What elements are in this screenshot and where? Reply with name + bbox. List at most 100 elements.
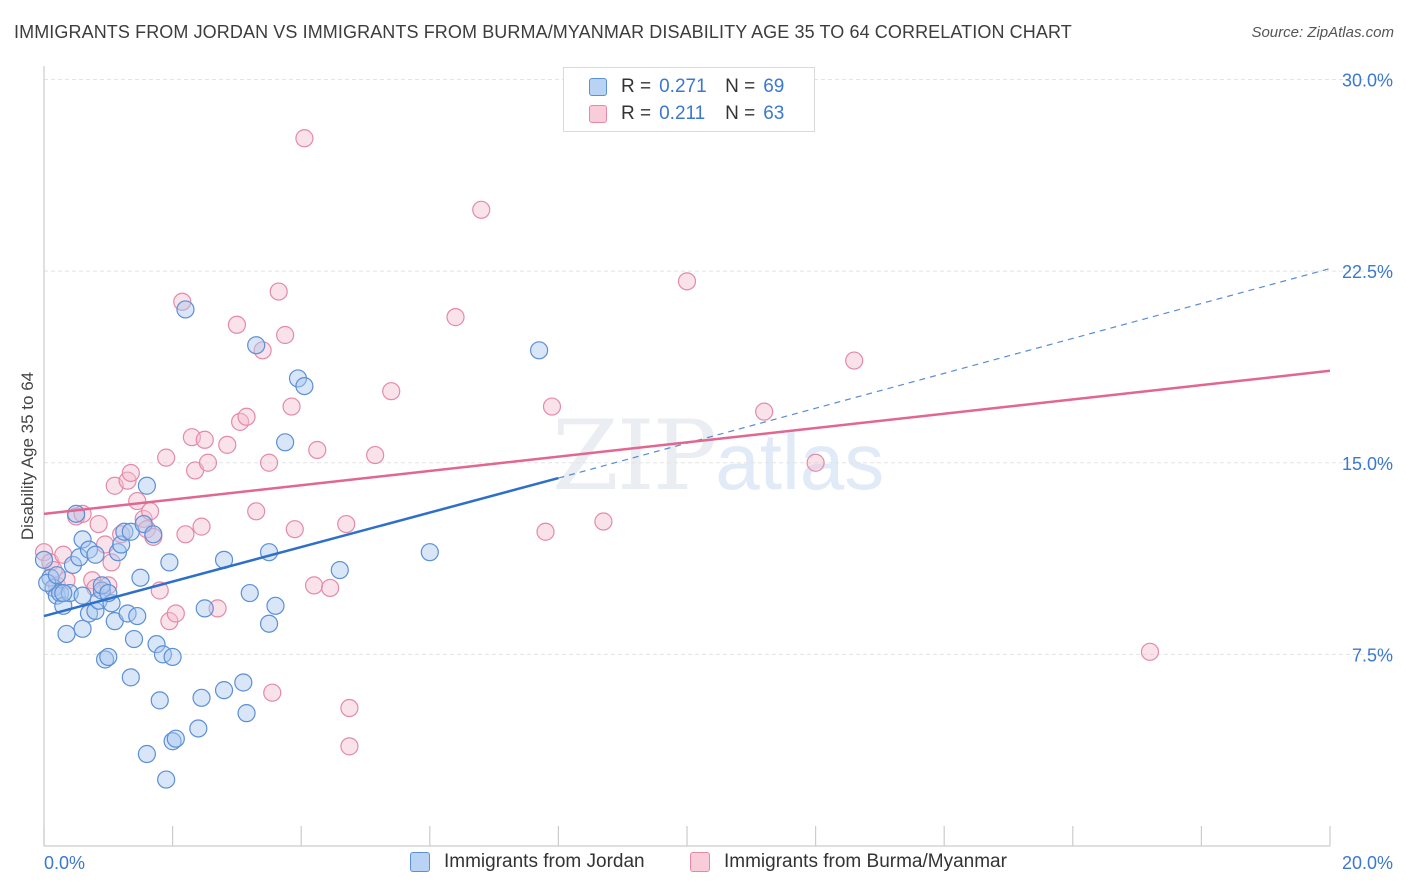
legend-n-value-burma: 63 bbox=[763, 103, 785, 124]
legend-row-jordan: R = 0.271 N = 69 bbox=[589, 75, 784, 99]
burma-point bbox=[157, 448, 176, 467]
burma-point bbox=[102, 553, 121, 572]
burma-point bbox=[166, 604, 185, 623]
burma-point bbox=[237, 407, 256, 426]
burma-point bbox=[259, 453, 279, 472]
burma-legend-swatch-icon bbox=[690, 852, 710, 872]
series-legend: Immigrants from Jordan Immigrants from B… bbox=[0, 851, 1406, 877]
burma-point bbox=[269, 282, 288, 301]
jordan-points-group bbox=[34, 300, 549, 789]
burma-point bbox=[263, 683, 282, 702]
jordan-point bbox=[34, 550, 54, 569]
legend-item-jordan[interactable]: Immigrants from Jordan bbox=[410, 851, 645, 873]
legend-burma-label: Immigrants from Burma/Myanmar bbox=[724, 851, 1007, 872]
burma-point bbox=[34, 543, 54, 562]
jordan-point bbox=[137, 476, 156, 495]
jordan-point bbox=[47, 566, 66, 585]
jordan-point bbox=[237, 704, 256, 723]
jordan-point bbox=[137, 744, 156, 764]
jordan-point bbox=[124, 629, 144, 649]
jordan-point bbox=[99, 647, 118, 667]
burma-point bbox=[247, 502, 266, 521]
jordan-point bbox=[121, 668, 140, 687]
burma-trend-line bbox=[43, 369, 1331, 516]
y-axis-title: Disability Age 35 to 64 bbox=[18, 372, 37, 540]
legend-r-label: R = bbox=[621, 103, 652, 124]
correlation-legend: R = 0.271 N = 69 R = 0.211 N = 63 bbox=[563, 67, 815, 132]
jordan-point bbox=[128, 606, 147, 626]
jordan-point bbox=[330, 560, 349, 580]
burma-point bbox=[321, 578, 340, 598]
legend-jordan-label: Immigrants from Jordan bbox=[444, 851, 645, 872]
jordan-trend-line bbox=[43, 476, 559, 618]
jordan-point bbox=[163, 732, 182, 751]
jordan-point bbox=[67, 504, 86, 523]
legend-row-burma: R = 0.211 N = 63 bbox=[589, 102, 784, 126]
jordan-point bbox=[247, 336, 266, 355]
axes bbox=[43, 66, 1331, 847]
jordan-point bbox=[147, 635, 166, 654]
burma-point bbox=[128, 491, 147, 511]
jordan-point bbox=[240, 583, 259, 603]
jordan-point bbox=[54, 583, 73, 603]
trend-lines bbox=[43, 267, 1331, 618]
burma-point bbox=[382, 382, 401, 401]
burma-swatch-icon bbox=[589, 105, 607, 123]
jordan-point bbox=[73, 530, 92, 549]
legend-r-label: R = bbox=[621, 76, 652, 97]
chart-title: IMMIGRANTS FROM JORDAN VS IMMIGRANTS FRO… bbox=[14, 22, 1072, 42]
burma-point bbox=[594, 512, 613, 531]
jordan-point bbox=[189, 719, 208, 738]
burma-point bbox=[308, 440, 327, 460]
burma-point bbox=[195, 430, 214, 449]
watermark-atlas: atlas bbox=[715, 417, 885, 506]
jordan-trend-extension bbox=[558, 267, 1331, 479]
burma-point bbox=[337, 514, 356, 534]
burma-point bbox=[282, 397, 301, 416]
jordan-swatch-icon bbox=[589, 78, 607, 96]
jordan-point bbox=[73, 586, 92, 605]
legend-r-value-burma: 0.211 bbox=[659, 103, 706, 124]
burma-point bbox=[285, 520, 304, 539]
burma-point bbox=[1140, 642, 1160, 661]
burma-point bbox=[121, 463, 140, 483]
jordan-point bbox=[57, 624, 76, 644]
zipatlas-watermark: ZIPatlas bbox=[552, 400, 884, 512]
burma-point bbox=[536, 522, 555, 541]
jordan-legend-swatch-icon bbox=[410, 852, 430, 872]
burma-point bbox=[218, 435, 237, 454]
jordan-point bbox=[192, 688, 211, 707]
burma-point bbox=[755, 402, 774, 421]
jordan-point bbox=[150, 691, 169, 710]
jordan-point bbox=[95, 650, 115, 669]
jordan-point bbox=[176, 300, 195, 319]
burma-point bbox=[446, 308, 465, 327]
burma-point bbox=[806, 453, 825, 472]
jordan-point bbox=[276, 433, 295, 452]
watermark-zip: ZIP bbox=[552, 400, 717, 512]
jordan-point bbox=[420, 543, 439, 562]
source-label: Source: ZipAtlas.com bbox=[1251, 24, 1394, 41]
legend-r-value-jordan: 0.271 bbox=[659, 76, 707, 97]
x-tick-label: 20.0% bbox=[1342, 853, 1393, 873]
legend-n-value-jordan: 69 bbox=[763, 76, 785, 97]
burma-point bbox=[366, 445, 385, 465]
burma-points-group bbox=[34, 129, 1160, 756]
legend-item-burma[interactable]: Immigrants from Burma/Myanmar bbox=[690, 851, 1007, 873]
y-tick-label: 15.0% bbox=[1342, 454, 1393, 474]
burma-point bbox=[542, 397, 562, 416]
axis-labels: 7.5% 15.0% 22.5% 30.0% 0.0% 20.0% Disability A… bbox=[18, 71, 1393, 874]
legend-n-label: N = bbox=[725, 103, 756, 124]
jordan-point bbox=[131, 568, 150, 587]
burma-point bbox=[198, 453, 218, 472]
jordan-point bbox=[160, 553, 179, 572]
burma-point bbox=[472, 200, 491, 219]
jordan-point bbox=[295, 377, 314, 396]
burma-point bbox=[295, 129, 314, 148]
jordan-point bbox=[163, 647, 182, 667]
burma-point bbox=[89, 514, 108, 534]
burma-point bbox=[192, 517, 211, 536]
jordan-point bbox=[266, 596, 285, 615]
legend-n-label: N = bbox=[725, 76, 756, 97]
